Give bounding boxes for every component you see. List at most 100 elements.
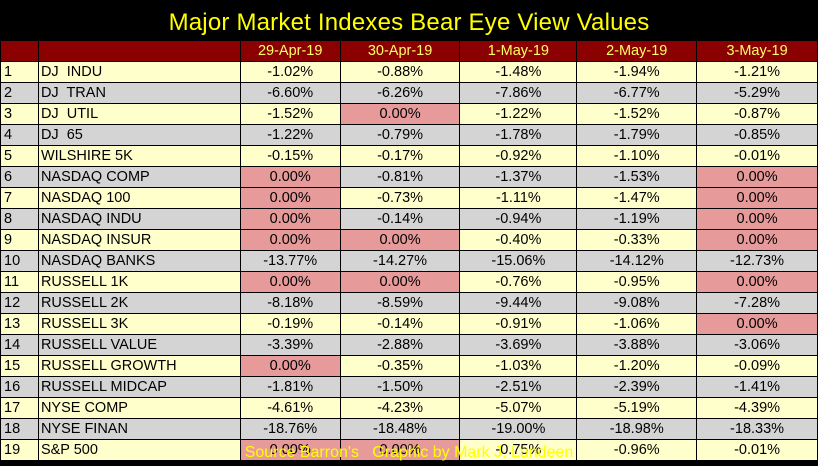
- value-cell: -7.28%: [696, 292, 818, 314]
- value-cell: -4.39%: [696, 397, 818, 419]
- index-name: DJ 65: [37, 124, 241, 146]
- value-cell: -1.06%: [576, 313, 698, 335]
- value-cell: -0.09%: [696, 355, 818, 377]
- row-number: 19: [0, 439, 39, 461]
- value-cell: -8.59%: [339, 292, 461, 314]
- value-cell: 0.00%: [696, 313, 818, 335]
- value-cell: -0.17%: [339, 145, 461, 167]
- index-name: RUSSELL GROWTH: [37, 355, 241, 377]
- value-cell: -1.94%: [576, 61, 698, 83]
- value-cell: -0.14%: [339, 313, 461, 335]
- row-number: 8: [0, 208, 39, 230]
- table-row: 3 DJ UTIL -1.52% 0.00% -1.22% -1.52% -0.87%: [0, 103, 818, 125]
- value-cell: -0.14%: [339, 208, 461, 230]
- index-name: RUSSELL 3K: [37, 313, 241, 335]
- index-name: DJ TRAN: [37, 82, 241, 104]
- table-row: 16 RUSSELL MIDCAP -1.81% -1.50% -2.51% -2.39%…: [0, 376, 818, 398]
- value-cell: -1.22%: [459, 103, 578, 125]
- value-cell: -0.75%: [459, 439, 578, 461]
- value-cell: -0.95%: [576, 271, 698, 293]
- index-name: DJ INDU: [37, 61, 241, 83]
- table-row: 5 WILSHIRE 5K -0.15% -0.17% -0.92% -1.10% -0.0…: [0, 145, 818, 167]
- header-num-cell: [0, 40, 39, 62]
- table-row: 1 DJ INDU -1.02% -0.88% -1.48% -1.94% -1.21%: [0, 61, 818, 83]
- column-header: 30-Apr-19: [339, 40, 461, 62]
- value-cell: -1.02%: [239, 61, 341, 83]
- index-name: NASDAQ BANKS: [37, 250, 241, 272]
- value-cell: 0.00%: [339, 439, 461, 461]
- row-number: 5: [0, 145, 39, 167]
- value-cell: -9.08%: [576, 292, 698, 314]
- value-cell: -5.19%: [576, 397, 698, 419]
- value-cell: -0.88%: [339, 61, 461, 83]
- row-number: 14: [0, 334, 39, 356]
- column-header: 29-Apr-19: [239, 40, 341, 62]
- table-row: 10 NASDAQ BANKS -13.77% -14.27% -15.06% -14.1…: [0, 250, 818, 272]
- row-number: 15: [0, 355, 39, 377]
- row-number: 3: [0, 103, 39, 125]
- value-cell: -3.88%: [576, 334, 698, 356]
- index-name: RUSSELL 2K: [37, 292, 241, 314]
- table-row: 14 RUSSELL VALUE -3.39% -2.88% -3.69% -3.88% -…: [0, 334, 818, 356]
- value-cell: -18.33%: [696, 418, 818, 440]
- index-name: RUSSELL 1K: [37, 271, 241, 293]
- chart-title: Major Market Indexes Bear Eye View Value…: [168, 9, 650, 36]
- table-row: 12 RUSSELL 2K -8.18% -8.59% -9.44% -9.08% -7.2…: [0, 292, 818, 314]
- column-header: 2-May-19: [576, 40, 698, 62]
- value-cell: -0.76%: [459, 271, 578, 293]
- index-name: NASDAQ INDU: [37, 208, 241, 230]
- index-name: RUSSELL MIDCAP: [37, 376, 241, 398]
- value-cell: -0.81%: [339, 166, 461, 188]
- table-row: 6 NASDAQ COMP 0.00% -0.81% -1.37% -1.53% 0.00%: [0, 166, 818, 188]
- index-name: NYSE FINAN: [37, 418, 241, 440]
- value-cell: -19.00%: [459, 418, 578, 440]
- value-cell: -1.52%: [576, 103, 698, 125]
- value-cell: -18.98%: [576, 418, 698, 440]
- value-cell: -0.73%: [339, 187, 461, 209]
- row-number: 16: [0, 376, 39, 398]
- value-cell: -1.47%: [576, 187, 698, 209]
- row-number: 17: [0, 397, 39, 419]
- table-row: 9 NASDAQ INSUR 0.00% 0.00% -0.40% -0.33% 0.00%: [0, 229, 818, 251]
- value-cell: 0.00%: [239, 355, 341, 377]
- value-cell: -1.53%: [576, 166, 698, 188]
- table-row: 19 S&P 500 0.00% 0.00% -0.75% -0.96% -0.01%: [0, 439, 818, 461]
- column-header: 3-May-19: [696, 40, 818, 62]
- value-cell: -18.48%: [339, 418, 461, 440]
- value-cell: 0.00%: [696, 187, 818, 209]
- row-number: 9: [0, 229, 39, 251]
- value-cell: -3.69%: [459, 334, 578, 356]
- value-cell: 0.00%: [339, 229, 461, 251]
- value-cell: -5.29%: [696, 82, 818, 104]
- index-name: NASDAQ INSUR: [37, 229, 241, 251]
- value-cell: 0.00%: [239, 208, 341, 230]
- row-number: 11: [0, 271, 39, 293]
- value-cell: -2.39%: [576, 376, 698, 398]
- index-name: RUSSELL VALUE: [37, 334, 241, 356]
- table-row: 17 NYSE COMP -4.61% -4.23% -5.07% -5.19% -4.39…: [0, 397, 818, 419]
- value-cell: -8.18%: [239, 292, 341, 314]
- value-cell: -1.52%: [239, 103, 341, 125]
- value-cell: -0.01%: [696, 145, 818, 167]
- table-row: 7 NASDAQ 100 0.00% -0.73% -1.11% -1.47% 0.00%: [0, 187, 818, 209]
- value-cell: -1.19%: [576, 208, 698, 230]
- value-cell: -1.22%: [239, 124, 341, 146]
- value-cell: -0.85%: [696, 124, 818, 146]
- value-cell: -0.01%: [696, 439, 818, 461]
- value-cell: -0.19%: [239, 313, 341, 335]
- value-cell: -6.60%: [239, 82, 341, 104]
- value-cell: -13.77%: [239, 250, 341, 272]
- value-cell: -1.20%: [576, 355, 698, 377]
- row-number: 6: [0, 166, 39, 188]
- value-cell: -1.41%: [696, 376, 818, 398]
- value-cell: -1.81%: [239, 376, 341, 398]
- value-cell: 0.00%: [339, 271, 461, 293]
- value-cell: -1.48%: [459, 61, 578, 83]
- header-row: 29-Apr-19 30-Apr-19 1-May-19 2-May-19 3-…: [0, 40, 818, 62]
- value-cell: -1.79%: [576, 124, 698, 146]
- value-cell: 0.00%: [239, 271, 341, 293]
- value-cell: 0.00%: [239, 166, 341, 188]
- table-row: 4 DJ 65 -1.22% -0.79% -1.78% -1.79% -0.85%: [0, 124, 818, 146]
- value-cell: -4.61%: [239, 397, 341, 419]
- value-cell: -0.15%: [239, 145, 341, 167]
